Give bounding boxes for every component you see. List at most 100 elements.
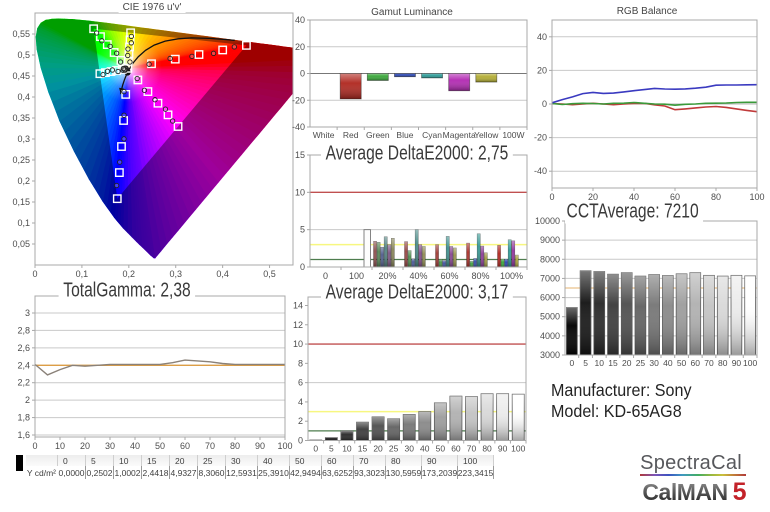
measured-point <box>128 33 135 40</box>
y-tick-label: 8000 <box>540 254 560 264</box>
table-cell: 12,5931 <box>226 466 258 479</box>
y-tick-label: 0,5 <box>17 50 30 60</box>
bar-shade <box>635 276 646 355</box>
y-tick-label: 0,05 <box>12 239 30 249</box>
table-cell: 60 <box>322 455 354 466</box>
bar-shade <box>515 255 519 267</box>
x-category-label: 20 <box>622 358 632 368</box>
measured-point <box>231 44 238 50</box>
y-tick-label: 1,8 <box>17 413 30 423</box>
x-tick-label: 90 <box>255 441 265 451</box>
measured-point <box>141 87 148 93</box>
measured-point <box>128 40 134 46</box>
x-category-label: 15 <box>358 444 368 454</box>
table-cell: 63,6252 <box>322 466 354 479</box>
bar-shade <box>446 236 450 267</box>
rgb-balance-title: RGB Balance <box>612 6 682 17</box>
x-category-label: 90 <box>498 444 508 454</box>
deltae-grayscale-chart: 0 5 10 15 20 25 30 40 50 60 70 80 90 100 0 2 4 6 8 10 12 14 <box>293 296 527 454</box>
bar-shade <box>481 393 494 441</box>
bar-shade <box>372 416 385 441</box>
bar-shade <box>422 246 426 267</box>
x-tick-label: 0,2 <box>123 269 136 279</box>
bar-shade <box>501 259 505 267</box>
x-tick-label: 0 <box>32 441 37 451</box>
y-tick-label: 40 <box>537 32 547 42</box>
measured-point <box>104 68 111 74</box>
x-slot-label: 0 <box>323 271 328 281</box>
y-tick-label: 20 <box>537 65 547 75</box>
planckian-locus-curve <box>120 37 235 95</box>
x-tick-label: 100 <box>749 192 764 202</box>
x-category-label: 60 <box>451 444 461 454</box>
x-category-label: 20 <box>373 444 383 454</box>
x-category-label: 60 <box>691 358 701 368</box>
x-category-label: 100W <box>502 130 524 140</box>
target-square <box>170 54 180 64</box>
table-cell: 223,3415 <box>457 466 494 479</box>
target-square <box>218 45 228 55</box>
measured-point <box>100 72 106 78</box>
measured-point <box>115 68 121 75</box>
bar-white-100 <box>363 229 371 268</box>
y-tick-label: 0 <box>300 69 305 79</box>
table-cell: 93,3023 <box>354 466 386 479</box>
bar-shade <box>662 275 674 355</box>
y-tick-label: 0,1 <box>17 218 30 228</box>
table-cell: 0,2502 <box>86 466 114 479</box>
bar-shade <box>411 258 415 267</box>
x-category-label: 40 <box>663 358 673 368</box>
x-category-label: 100 <box>511 444 525 454</box>
bar-shade <box>470 261 474 267</box>
bar-shade <box>380 247 384 267</box>
y-tick-label: 7000 <box>540 273 560 283</box>
x-category-label: Red <box>343 130 359 140</box>
measured-point <box>125 52 131 59</box>
rainbow-underline <box>640 473 746 476</box>
bar-shade <box>717 276 729 355</box>
measured-point <box>121 112 127 118</box>
table-cell: 42,9494 <box>290 466 322 479</box>
y-tick-label: -40 <box>534 166 547 176</box>
y-tick-label: 0,35 <box>12 113 30 123</box>
measured-point <box>99 38 105 44</box>
bar-shade <box>607 274 619 355</box>
bar-shade <box>391 238 395 267</box>
y-tick-label: -20 <box>292 95 305 105</box>
bar-shade <box>439 259 443 267</box>
x-tick-label: 0,5 <box>263 269 276 279</box>
bar-shade <box>384 236 388 267</box>
target-square <box>173 122 183 131</box>
x-category-label: 0 <box>569 358 574 368</box>
target-square <box>89 24 99 34</box>
target-square <box>242 40 251 50</box>
y-tick-label: 10 <box>295 187 305 197</box>
x-category-label: 0 <box>313 444 318 454</box>
x-category-label: 25 <box>636 358 646 368</box>
cct-title: CCTAverage: 7210 <box>565 200 704 224</box>
y-tick-label: 12 <box>293 320 303 330</box>
x-tick-label: 70 <box>205 441 215 451</box>
y-tick-label: 4000 <box>540 331 560 341</box>
y-tick-label: 0 <box>300 262 305 272</box>
y-tick-label: 10000 <box>535 216 560 226</box>
x-category-label: 15 <box>608 358 618 368</box>
bar-shade <box>449 396 462 441</box>
measured-point <box>117 59 124 65</box>
table-cell: 50 <box>290 455 322 466</box>
y-tick-label: 0,2 <box>17 176 30 186</box>
bar-shade <box>387 244 391 267</box>
measured-point <box>125 46 131 52</box>
spectracal-logo: SpectraCal <box>640 451 742 474</box>
bar-shade <box>356 422 369 441</box>
x-category-label: 30 <box>404 444 414 454</box>
target-square <box>119 116 129 125</box>
bar-shade <box>453 247 457 267</box>
y-tick-label: 15 <box>295 150 305 160</box>
y-tick-label: 5000 <box>540 312 560 322</box>
bar-shade <box>593 271 605 355</box>
y-tick-label: 40 <box>295 15 305 25</box>
table-cell: 5 <box>86 455 114 466</box>
bar-shade <box>387 418 400 441</box>
